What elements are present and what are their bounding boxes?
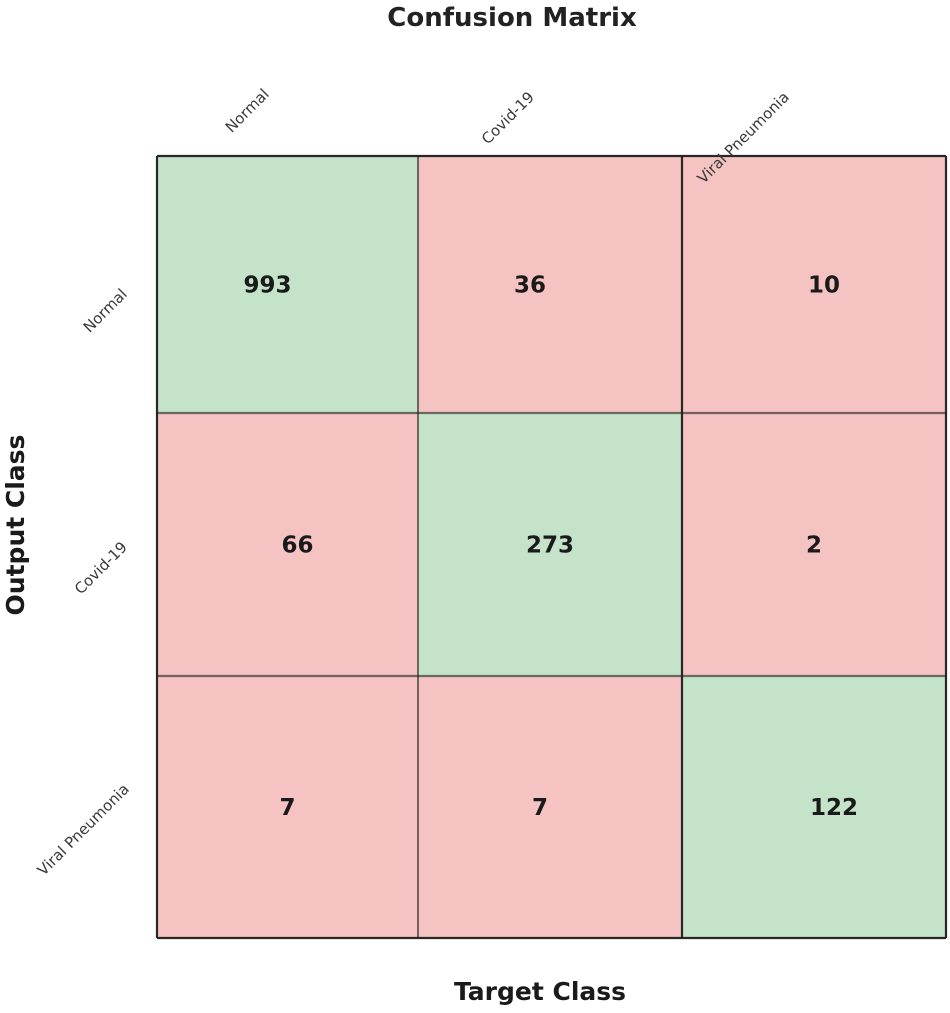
y-tick-label-covid-19: Covid-19	[71, 538, 131, 598]
cell-value-covid-19-covid-19: 273	[526, 533, 574, 559]
y-axis-label: Output Class	[1, 435, 30, 616]
matrix-cell-normal-normal	[157, 156, 418, 413]
cell-value-normal-normal: 993	[243, 273, 291, 299]
cell-value-covid-19-viral-pneumonia: 2	[806, 533, 822, 559]
matrix-cell-normal-viral-pneumonia	[682, 156, 946, 413]
matrix-grid-lines	[155, 154, 948, 940]
matrix-cell-viral-pneumonia-viral-pneumonia	[682, 676, 946, 938]
x-tick-label-normal: Normal	[222, 85, 273, 136]
cell-value-normal-viral-pneumonia: 10	[808, 273, 840, 299]
cell-value-covid-19-normal: 66	[281, 533, 313, 559]
matrix-cells: 993 36 10 66 273 2 7 7 122	[157, 156, 946, 938]
matrix-cell-covid-19-viral-pneumonia	[682, 413, 946, 676]
matrix-cell-covid-19-covid-19	[418, 413, 682, 676]
y-tick-label-normal: Normal	[80, 285, 131, 336]
matrix-cell-covid-19-normal	[157, 413, 418, 676]
matrix-cell-normal-covid-19	[418, 156, 682, 413]
x-axis-label: Target Class	[454, 977, 626, 1006]
cell-value-normal-covid-19: 36	[514, 273, 546, 299]
y-tick-label-viral-pneumonia: Viral Pneumonia	[34, 780, 133, 879]
matrix-cell-viral-pneumonia-covid-19	[418, 676, 682, 938]
x-tick-label-covid-19: Covid-19	[478, 88, 538, 148]
cell-value-viral-pneumonia-viral-pneumonia: 122	[810, 795, 858, 821]
cell-value-viral-pneumonia-covid-19: 7	[532, 795, 548, 821]
matrix-cell-viral-pneumonia-normal	[157, 676, 418, 938]
chart-title: Confusion Matrix	[387, 3, 637, 33]
cell-value-viral-pneumonia-normal: 7	[279, 795, 295, 821]
y-axis-tick-labels: Normal Covid-19 Viral Pneumonia	[34, 285, 133, 879]
